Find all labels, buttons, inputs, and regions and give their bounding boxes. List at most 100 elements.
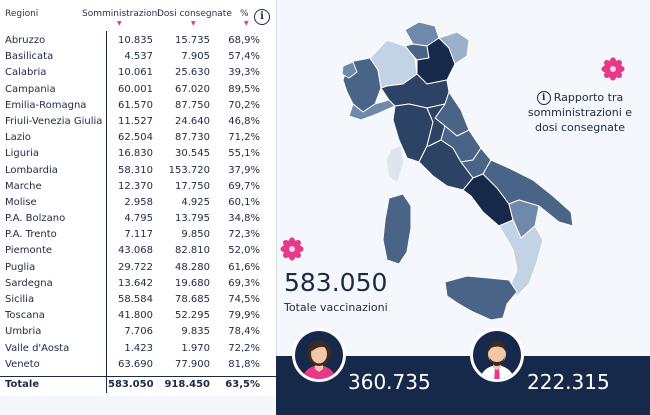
map-note-line: somministrazioni e: [527, 106, 633, 119]
percent-cell: 74,5%: [228, 294, 260, 305]
region-cell: Toscana: [5, 310, 45, 322]
region-friuli[interactable]: [438, 31, 470, 65]
percent-cell: 72,3%: [228, 229, 260, 241]
administered-cell: 41.800: [118, 310, 153, 322]
table-body: Abruzzo 10.835 15.735 68,9% Basilicata 4.537 7…: [0, 33, 276, 373]
percent-cell: 60,1%: [228, 196, 260, 208]
female-vaccinations-count: 360.735: [348, 370, 431, 394]
percent-cell: 69,7%: [228, 180, 260, 192]
table-row[interactable]: Molise 2.958 4.925 60,1%: [0, 195, 276, 211]
corsica-shape: [387, 146, 403, 182]
administered-cell: 2.958: [124, 196, 153, 208]
delivered-cell: 17.750: [175, 180, 210, 192]
percent-cell: 61,6%: [228, 261, 260, 273]
region-sardegna[interactable]: [382, 193, 412, 265]
delivered-cell: 78.685: [175, 294, 210, 305]
delivered-cell: 24.640: [175, 115, 210, 127]
footer-strip: [0, 396, 276, 415]
table-row[interactable]: Lazio 62.504 87.730 71,2%: [0, 130, 276, 146]
table-row[interactable]: Liguria 16.830 30.545 55,1%: [0, 146, 276, 162]
percent-cell: 52,0%: [228, 245, 260, 257]
total-administered: 583.050: [108, 379, 154, 390]
percent-cell: 71,2%: [228, 132, 260, 144]
table-row[interactable]: Toscana 41.800 52.295 79,9%: [0, 308, 276, 324]
table-row[interactable]: Emilia-Romagna 61.570 87.750 70,2%: [0, 98, 276, 114]
percent-cell: 68,9%: [228, 35, 260, 46]
header-somministrazioni[interactable]: Somministrazioni: [82, 9, 160, 19]
delivered-cell: 67.020: [175, 83, 210, 95]
flower-icon: [280, 237, 304, 261]
table-row[interactable]: Abruzzo 10.835 15.735 68,9%: [0, 33, 276, 49]
region-cell: P.A. Bolzano: [5, 213, 66, 225]
table-row[interactable]: Puglia 29.722 48.280 61,6%: [0, 260, 276, 276]
percent-cell: 79,9%: [228, 310, 260, 322]
male-avatar-icon: [470, 328, 524, 382]
table-row[interactable]: Valle d'Aosta 1.423 1.970 72,2%: [0, 341, 276, 357]
total-delivered: 918.450: [164, 379, 210, 390]
info-icon[interactable]: i: [536, 91, 551, 105]
table-row[interactable]: P.A. Trento 7.117 9.850 72,3%: [0, 227, 276, 243]
sort-indicator-icon: ▼: [244, 20, 249, 27]
administered-cell: 7.117: [124, 229, 153, 241]
table-row[interactable]: Piemonte 43.068 82.810 52,0%: [0, 243, 276, 259]
region-valle-daosta[interactable]: [341, 61, 358, 79]
region-puglia[interactable]: [482, 159, 574, 227]
administered-cell: 60.001: [118, 83, 153, 95]
delivered-cell: 82.810: [175, 245, 210, 257]
table-row[interactable]: Basilicata 4.537 7.905 57,4%: [0, 49, 276, 65]
region-cell: Lazio: [5, 132, 31, 144]
region-sicilia[interactable]: [444, 275, 518, 321]
administered-cell: 10.835: [118, 35, 153, 46]
region-cell: Umbria: [5, 326, 42, 338]
region-cell: Molise: [5, 196, 37, 208]
percent-cell: 72,2%: [228, 342, 260, 354]
region-cell: P.A. Trento: [5, 229, 57, 241]
region-cell: Piemonte: [5, 245, 53, 257]
administered-cell: 7.706: [124, 326, 153, 338]
administered-cell: 58.310: [118, 164, 153, 176]
table-row[interactable]: Veneto 63.690 77.900 81,8%: [0, 357, 276, 373]
percent-cell: 78,4%: [228, 326, 260, 338]
administered-cell: 4.795: [124, 213, 153, 225]
column-separator: [106, 31, 107, 393]
administered-cell: 4.537: [124, 51, 153, 63]
header-percent[interactable]: %: [240, 9, 249, 19]
delivered-cell: 153.720: [168, 164, 210, 176]
delivered-cell: 48.280: [175, 261, 210, 273]
delivered-cell: 9.835: [181, 326, 210, 338]
table-row[interactable]: Sicilia 58.584 78.685 74,5%: [0, 292, 276, 308]
female-avatar-icon: [292, 328, 346, 382]
percent-cell: 55,1%: [228, 148, 260, 160]
delivered-cell: 15.735: [175, 35, 210, 46]
table-row[interactable]: P.A. Bolzano 4.795 13.795 34,8%: [0, 211, 276, 227]
delivered-cell: 77.900: [175, 358, 210, 370]
percent-cell: 69,3%: [228, 277, 260, 289]
table-row[interactable]: Campania 60.001 67.020 89,5%: [0, 82, 276, 98]
region-cell: Liguria: [5, 148, 40, 160]
delivered-cell: 87.750: [175, 99, 210, 111]
table-row[interactable]: Lombardia 58.310 153.720 37,9%: [0, 163, 276, 179]
region-cell: Emilia-Romagna: [5, 99, 87, 111]
table-row[interactable]: Friuli-Venezia Giulia 11.527 24.640 46,8%: [0, 114, 276, 130]
table-row[interactable]: Umbria 7.706 9.835 78,4%: [0, 324, 276, 340]
region-calabria[interactable]: [498, 219, 544, 297]
total-percent: 63,5%: [225, 379, 260, 390]
region-cell: Lombardia: [5, 164, 58, 176]
sort-indicator-icon: ▼: [191, 20, 196, 27]
delivered-cell: 4.925: [181, 196, 210, 208]
header-dosi-consegnate[interactable]: Dosi consegnate: [157, 9, 232, 19]
table-row[interactable]: Marche 12.370 17.750 69,7%: [0, 179, 276, 195]
map-note-line: Rapporto tra: [553, 91, 624, 104]
delivered-cell: 25.630: [175, 67, 210, 79]
delivered-cell: 30.545: [175, 148, 210, 160]
total-vaccinations-label: Totale vaccinazioni: [284, 301, 388, 314]
percent-cell: 39,3%: [228, 67, 260, 79]
table-row[interactable]: Sardegna 13.642 19.680 69,3%: [0, 276, 276, 292]
table-row[interactable]: Calabria 10.061 25.630 39,3%: [0, 65, 276, 81]
administered-cell: 16.830: [118, 148, 153, 160]
info-icon[interactable]: i: [254, 9, 270, 25]
region-cell: Campania: [5, 83, 56, 95]
header-regioni[interactable]: Regioni: [5, 9, 39, 19]
delivered-cell: 87.730: [175, 132, 210, 144]
